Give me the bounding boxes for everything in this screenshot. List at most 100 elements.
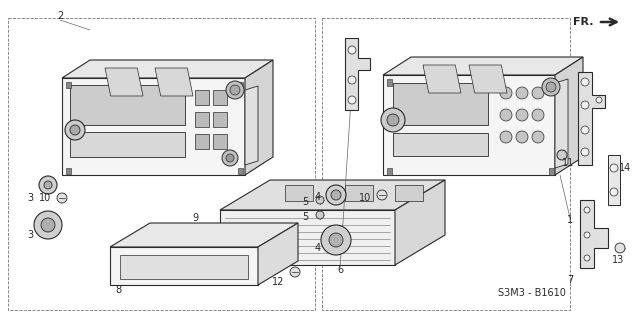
Polygon shape <box>120 255 248 279</box>
Circle shape <box>584 255 590 261</box>
Polygon shape <box>213 90 227 105</box>
Polygon shape <box>258 223 298 285</box>
Text: S3M3 - B1610: S3M3 - B1610 <box>498 288 566 298</box>
Polygon shape <box>549 168 554 175</box>
Circle shape <box>581 78 589 86</box>
Polygon shape <box>220 180 445 210</box>
Polygon shape <box>62 60 273 78</box>
Circle shape <box>377 190 387 200</box>
Polygon shape <box>469 65 507 93</box>
Circle shape <box>381 108 405 132</box>
Circle shape <box>596 97 602 103</box>
Circle shape <box>610 164 618 172</box>
Polygon shape <box>549 79 554 86</box>
Polygon shape <box>220 210 395 265</box>
Circle shape <box>557 150 567 160</box>
Polygon shape <box>213 112 227 127</box>
Circle shape <box>500 131 512 143</box>
Circle shape <box>39 176 57 194</box>
Circle shape <box>348 76 356 84</box>
Text: 7: 7 <box>567 275 573 285</box>
Circle shape <box>532 109 544 121</box>
Circle shape <box>581 126 589 134</box>
Text: 4: 4 <box>315 192 321 202</box>
Polygon shape <box>245 86 258 165</box>
Circle shape <box>546 82 556 92</box>
Polygon shape <box>110 223 298 247</box>
Polygon shape <box>70 132 185 157</box>
Polygon shape <box>285 185 313 201</box>
Circle shape <box>532 131 544 143</box>
Polygon shape <box>393 83 488 125</box>
Polygon shape <box>387 168 392 175</box>
Circle shape <box>329 233 343 247</box>
Polygon shape <box>423 65 461 93</box>
Circle shape <box>581 101 589 109</box>
Polygon shape <box>70 85 185 125</box>
Polygon shape <box>195 90 209 105</box>
Circle shape <box>532 87 544 99</box>
Text: 2: 2 <box>57 11 63 21</box>
Text: 10: 10 <box>39 193 51 203</box>
Circle shape <box>610 188 618 196</box>
Circle shape <box>584 232 590 238</box>
Polygon shape <box>238 82 243 88</box>
Circle shape <box>516 109 528 121</box>
Polygon shape <box>608 155 620 205</box>
Polygon shape <box>345 38 370 110</box>
Text: 12: 12 <box>272 277 284 287</box>
Circle shape <box>316 211 324 219</box>
Polygon shape <box>66 168 71 174</box>
Circle shape <box>222 150 238 166</box>
Polygon shape <box>155 68 193 96</box>
Polygon shape <box>105 68 143 96</box>
Circle shape <box>500 109 512 121</box>
Polygon shape <box>213 134 227 149</box>
Circle shape <box>57 193 67 203</box>
Circle shape <box>290 267 300 277</box>
Circle shape <box>387 114 399 126</box>
Text: 8: 8 <box>115 285 121 295</box>
Polygon shape <box>395 180 445 265</box>
Circle shape <box>70 125 80 135</box>
Polygon shape <box>393 133 488 156</box>
Text: 5: 5 <box>302 212 308 222</box>
Circle shape <box>516 131 528 143</box>
Polygon shape <box>195 112 209 127</box>
Polygon shape <box>383 57 583 75</box>
Polygon shape <box>383 75 555 175</box>
Polygon shape <box>387 79 392 86</box>
Polygon shape <box>578 72 605 165</box>
Circle shape <box>326 185 346 205</box>
Polygon shape <box>345 185 373 201</box>
Polygon shape <box>66 82 71 88</box>
Circle shape <box>226 81 244 99</box>
Circle shape <box>516 87 528 99</box>
Polygon shape <box>580 200 608 268</box>
Circle shape <box>321 225 351 255</box>
Polygon shape <box>195 134 209 149</box>
Polygon shape <box>395 185 423 201</box>
Circle shape <box>348 46 356 54</box>
Circle shape <box>331 190 341 200</box>
Circle shape <box>500 87 512 99</box>
Text: 3: 3 <box>27 230 33 240</box>
Text: 4: 4 <box>315 243 321 253</box>
Text: 6: 6 <box>337 265 343 275</box>
Text: 9: 9 <box>192 213 198 223</box>
Circle shape <box>41 218 55 232</box>
Text: 1: 1 <box>567 215 573 225</box>
Text: 11: 11 <box>562 158 574 168</box>
Circle shape <box>230 85 240 95</box>
Circle shape <box>348 96 356 104</box>
Circle shape <box>615 243 625 253</box>
Polygon shape <box>555 57 583 175</box>
Polygon shape <box>62 78 245 175</box>
Polygon shape <box>238 168 243 174</box>
Polygon shape <box>245 60 273 175</box>
Text: FR.: FR. <box>573 17 594 27</box>
Circle shape <box>44 181 52 189</box>
Text: 14: 14 <box>619 163 631 173</box>
Text: 5: 5 <box>302 197 308 207</box>
Circle shape <box>226 154 234 162</box>
